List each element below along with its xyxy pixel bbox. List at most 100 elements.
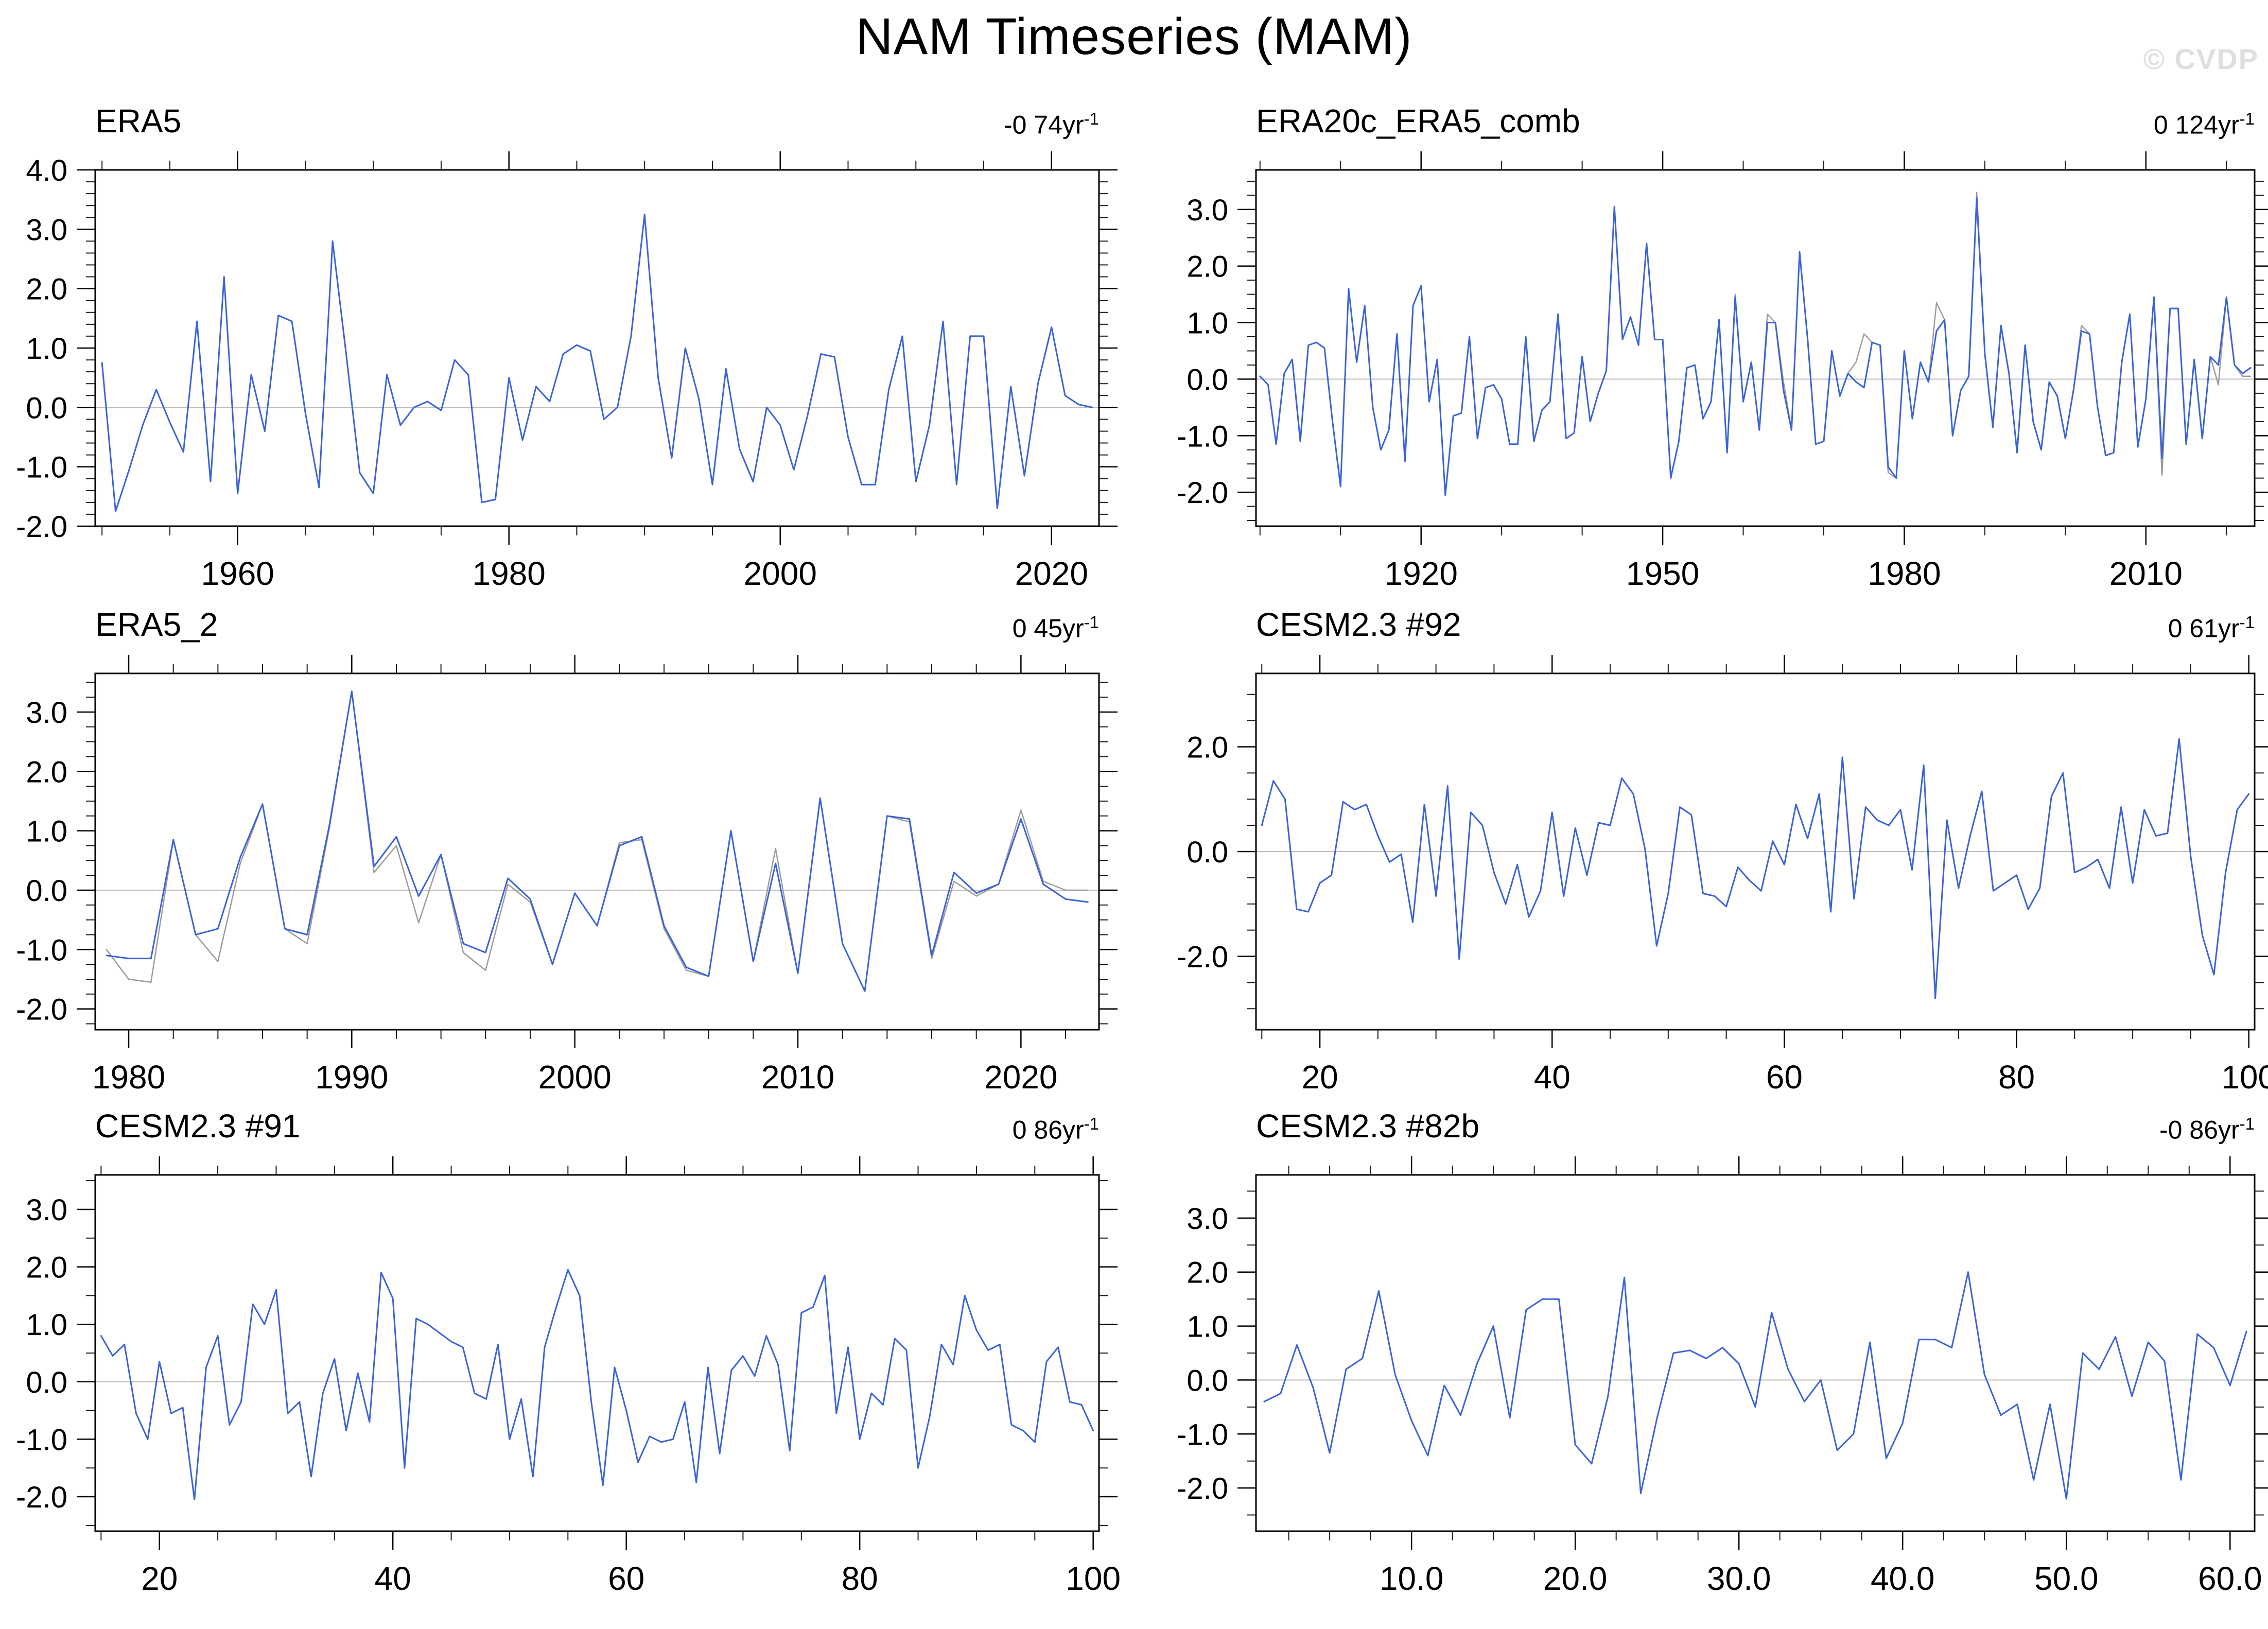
- y-tick-label: -1.0: [16, 451, 67, 484]
- x-tick-label: 30.0: [1707, 1560, 1771, 1597]
- x-tick-label: 1990: [315, 1059, 388, 1096]
- y-tick-label: -1.0: [1177, 420, 1228, 453]
- trend-label: -0 86yr-1: [2159, 1114, 2255, 1145]
- panel-era5: ERA5 -0 74yr-1 1960 1980 2000 2020 -2.0 -1.0 0…: [0, 93, 1145, 624]
- y-tick-label: 0.0: [1187, 363, 1228, 396]
- y-tick-label: -1.0: [16, 933, 67, 967]
- y-tick-label: 0.0: [26, 1366, 67, 1399]
- x-tick-label: 60: [608, 1560, 644, 1597]
- y-tick-label: 1.0: [26, 1308, 67, 1342]
- x-tick-label: 20: [1301, 1059, 1338, 1096]
- x-tick-label: 2000: [538, 1059, 611, 1096]
- panel-title: CESM2.3 #92: [1256, 606, 1461, 643]
- timeseries-line-blue_line: [1263, 1271, 2247, 1500]
- x-tick-label: 1980: [1868, 555, 1941, 592]
- trend-label: 0 61yr-1: [2168, 613, 2255, 644]
- panel-era5-2: ERA5_2 0 45yr-1 1980 1990 2000 2010 2020 -2.0…: [0, 596, 1145, 1128]
- x-tick-label: 40.0: [1871, 1560, 1935, 1597]
- timeseries-chart: 10.0 20.0 30.0 40.0 50.0 60.0 -2.0 -1.0 0.0 1.0 2.…: [1177, 1156, 2268, 1597]
- timeseries-line-blue_line: [101, 214, 1093, 512]
- x-tick-label: 10.0: [1380, 1560, 1444, 1597]
- x-tick-label: 20.0: [1543, 1560, 1608, 1597]
- y-tick-label: 1.0: [26, 815, 67, 848]
- x-tick-label: 2000: [744, 555, 817, 592]
- trend-exponent: -1: [1084, 613, 1099, 632]
- y-tick-label: -2.0: [16, 510, 67, 544]
- y-tick-label: -2.0: [16, 1481, 67, 1514]
- y-tick-label: 3.0: [26, 696, 67, 730]
- panel-title: ERA5_2: [95, 606, 218, 643]
- x-tick-label: 1980: [92, 1059, 165, 1096]
- trend-value: -0 74yr: [1004, 110, 1084, 140]
- timeseries-line-gray_line: [1662, 192, 2252, 479]
- y-tick-label: 2.0: [26, 273, 67, 306]
- panel-cesm23-92: CESM2.3 #92 0 61yr-1 20 40 60 80 100 -2.0 0.0 2…: [1122, 596, 2268, 1128]
- panel-title: ERA20c_ERA5_comb: [1256, 102, 1580, 140]
- timeseries-chart: 20 40 60 80 100 -2.0 -1.0 0.0 1.0 2.0 3.0: [16, 1156, 1121, 1597]
- panel-title: ERA5: [95, 102, 182, 140]
- y-tick-label: 3.0: [1187, 1202, 1228, 1236]
- y-tick-label: 2.0: [26, 755, 67, 789]
- timeseries-chart: 1960 1980 2000 2020 -2.0 -1.0 0.0 1.0 2.0 3.0 4.0: [16, 151, 1118, 592]
- timeseries-chart: 1980 1990 2000 2010 2020 -2.0 -1.0 0.0 1.0 2.0 3.0: [16, 655, 1118, 1096]
- timeseries-line-blue_line: [106, 690, 1089, 992]
- y-tick-label: 2.0: [1187, 1256, 1228, 1290]
- x-tick-label: 40: [375, 1560, 411, 1597]
- trend-label: -0 74yr-1: [1004, 109, 1099, 140]
- x-tick-label: 2010: [2109, 555, 2183, 592]
- y-tick-label: 2.0: [26, 1251, 67, 1285]
- y-tick-label: 0.0: [26, 391, 67, 425]
- y-tick-label: 1.0: [1187, 307, 1228, 340]
- y-tick-label: -2.0: [1177, 476, 1228, 510]
- y-tick-label: 3.0: [26, 1193, 67, 1227]
- x-tick-label: 80: [842, 1560, 878, 1597]
- plot-frame: [94, 169, 1100, 527]
- x-tick-label: 20: [141, 1560, 178, 1597]
- y-tick-label: 1.0: [26, 332, 67, 366]
- y-tick-label: 0.0: [26, 874, 67, 908]
- x-tick-label: 60: [1766, 1059, 1803, 1096]
- timeseries-line-gray_line: [106, 690, 1089, 992]
- x-tick-label: 100: [1066, 1560, 1121, 1597]
- y-tick-label: 2.0: [1187, 731, 1228, 764]
- plot-frame: [1255, 169, 2256, 527]
- y-tick-label: 1.0: [1187, 1310, 1228, 1344]
- trend-exponent: -1: [1084, 109, 1099, 128]
- plot-frame: [1255, 1174, 2256, 1532]
- x-tick-label: 100: [2221, 1059, 2268, 1096]
- y-tick-label: -1.0: [1177, 1418, 1228, 1451]
- figure-title: NAM Timeseries (MAM): [856, 8, 1412, 65]
- y-tick-label: -2.0: [16, 993, 67, 1027]
- cvdp-watermark: © CVDP: [2143, 43, 2259, 75]
- trend-value: -0 86yr: [2159, 1115, 2240, 1145]
- x-tick-label: 1960: [201, 555, 274, 592]
- y-tick-label: 0.0: [1187, 836, 1228, 869]
- panel-cesm23-82b: CESM2.3 #82b -0 86yr-1 10.0 20.0 30.0 40.0 5…: [1122, 1098, 2268, 1629]
- plot-frame: [1255, 672, 2256, 1031]
- timeseries-line-blue_line: [100, 1269, 1094, 1501]
- trend-label: 0 124yr-1: [2154, 109, 2255, 140]
- y-tick-label: -2.0: [1177, 1472, 1228, 1505]
- y-tick-label: -1.0: [16, 1423, 67, 1457]
- x-tick-label: 1980: [473, 555, 546, 592]
- trend-exponent: -1: [2239, 613, 2255, 632]
- trend-value: 0 45yr: [1012, 614, 1084, 643]
- panel-cesm23-91: CESM2.3 #91 0 86yr-1 20 40 60 80 100 -2.0 -1.0…: [0, 1098, 1145, 1629]
- y-tick-label: 3.0: [1187, 194, 1228, 227]
- timeseries-line-blue_line: [1261, 738, 2250, 999]
- y-tick-label: 4.0: [26, 154, 67, 187]
- plot-frame: [94, 672, 1100, 1031]
- trend-label: 0 86yr-1: [1013, 1114, 1099, 1145]
- panel-title: CESM2.3 #82b: [1256, 1107, 1480, 1145]
- y-tick-label: 0.0: [1187, 1364, 1228, 1397]
- trend-exponent: -1: [2239, 109, 2255, 128]
- x-tick-label: 60.0: [2198, 1560, 2262, 1597]
- x-tick-label: 2020: [1015, 555, 1088, 592]
- panel-title: CESM2.3 #91: [95, 1107, 301, 1145]
- y-tick-label: 3.0: [26, 213, 67, 247]
- timeseries-chart: 1920 1950 1980 2010 -2.0 -1.0 0.0 1.0 2.0 3.0: [1177, 151, 2268, 592]
- x-tick-label: 1950: [1626, 555, 1699, 592]
- trend-label: 0 45yr-1: [1013, 613, 1099, 644]
- trend-value: 0 124yr: [2153, 110, 2240, 140]
- plot-frame: [94, 1174, 1100, 1532]
